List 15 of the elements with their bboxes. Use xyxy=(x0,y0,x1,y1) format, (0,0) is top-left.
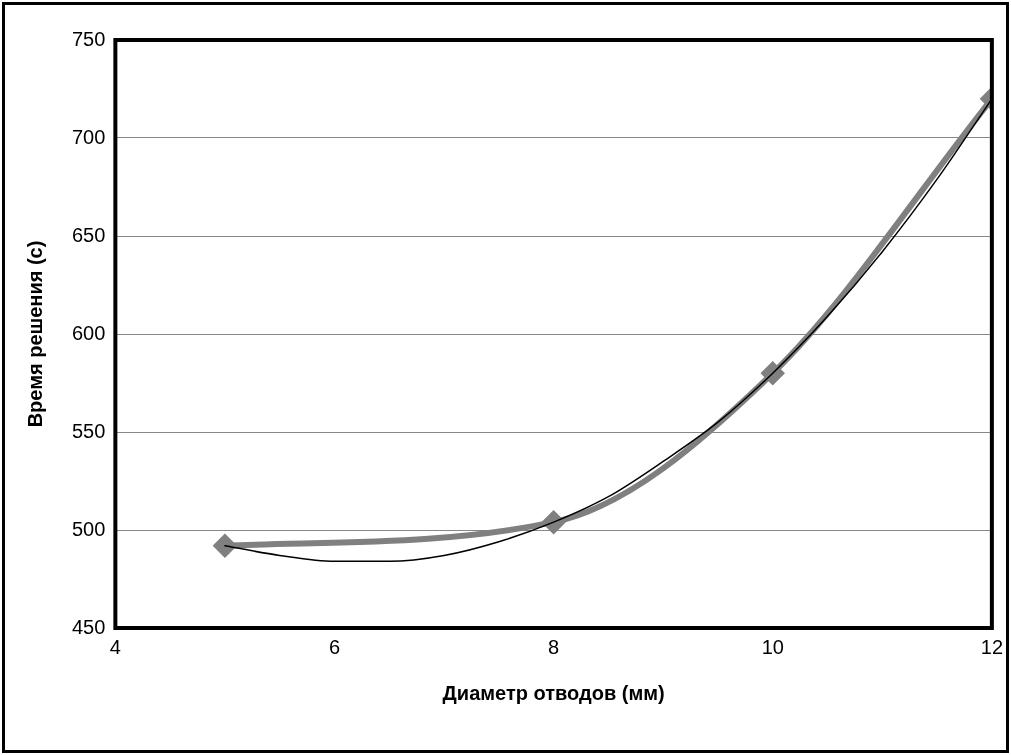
x-tick-label: 10 xyxy=(761,635,784,658)
x-axis-title: Диаметр отводов (мм) xyxy=(442,681,665,704)
x-tick-label: 4 xyxy=(109,635,121,658)
x-tick-label: 12 xyxy=(980,635,1003,658)
point xyxy=(213,534,236,557)
y-tick-label: 500 xyxy=(71,517,106,540)
y-tick-label: 700 xyxy=(71,125,106,148)
y-tick-label: 550 xyxy=(71,419,106,442)
y-tick-label: 650 xyxy=(71,223,106,246)
x-tick-label: 8 xyxy=(548,635,560,658)
y-tick-label: 750 xyxy=(71,27,106,50)
y-tick-label: 600 xyxy=(71,321,106,344)
y-tick-label: 450 xyxy=(71,615,106,638)
y-axis-title: Время решения (с) xyxy=(23,240,46,428)
x-tick-label: 6 xyxy=(328,635,341,658)
